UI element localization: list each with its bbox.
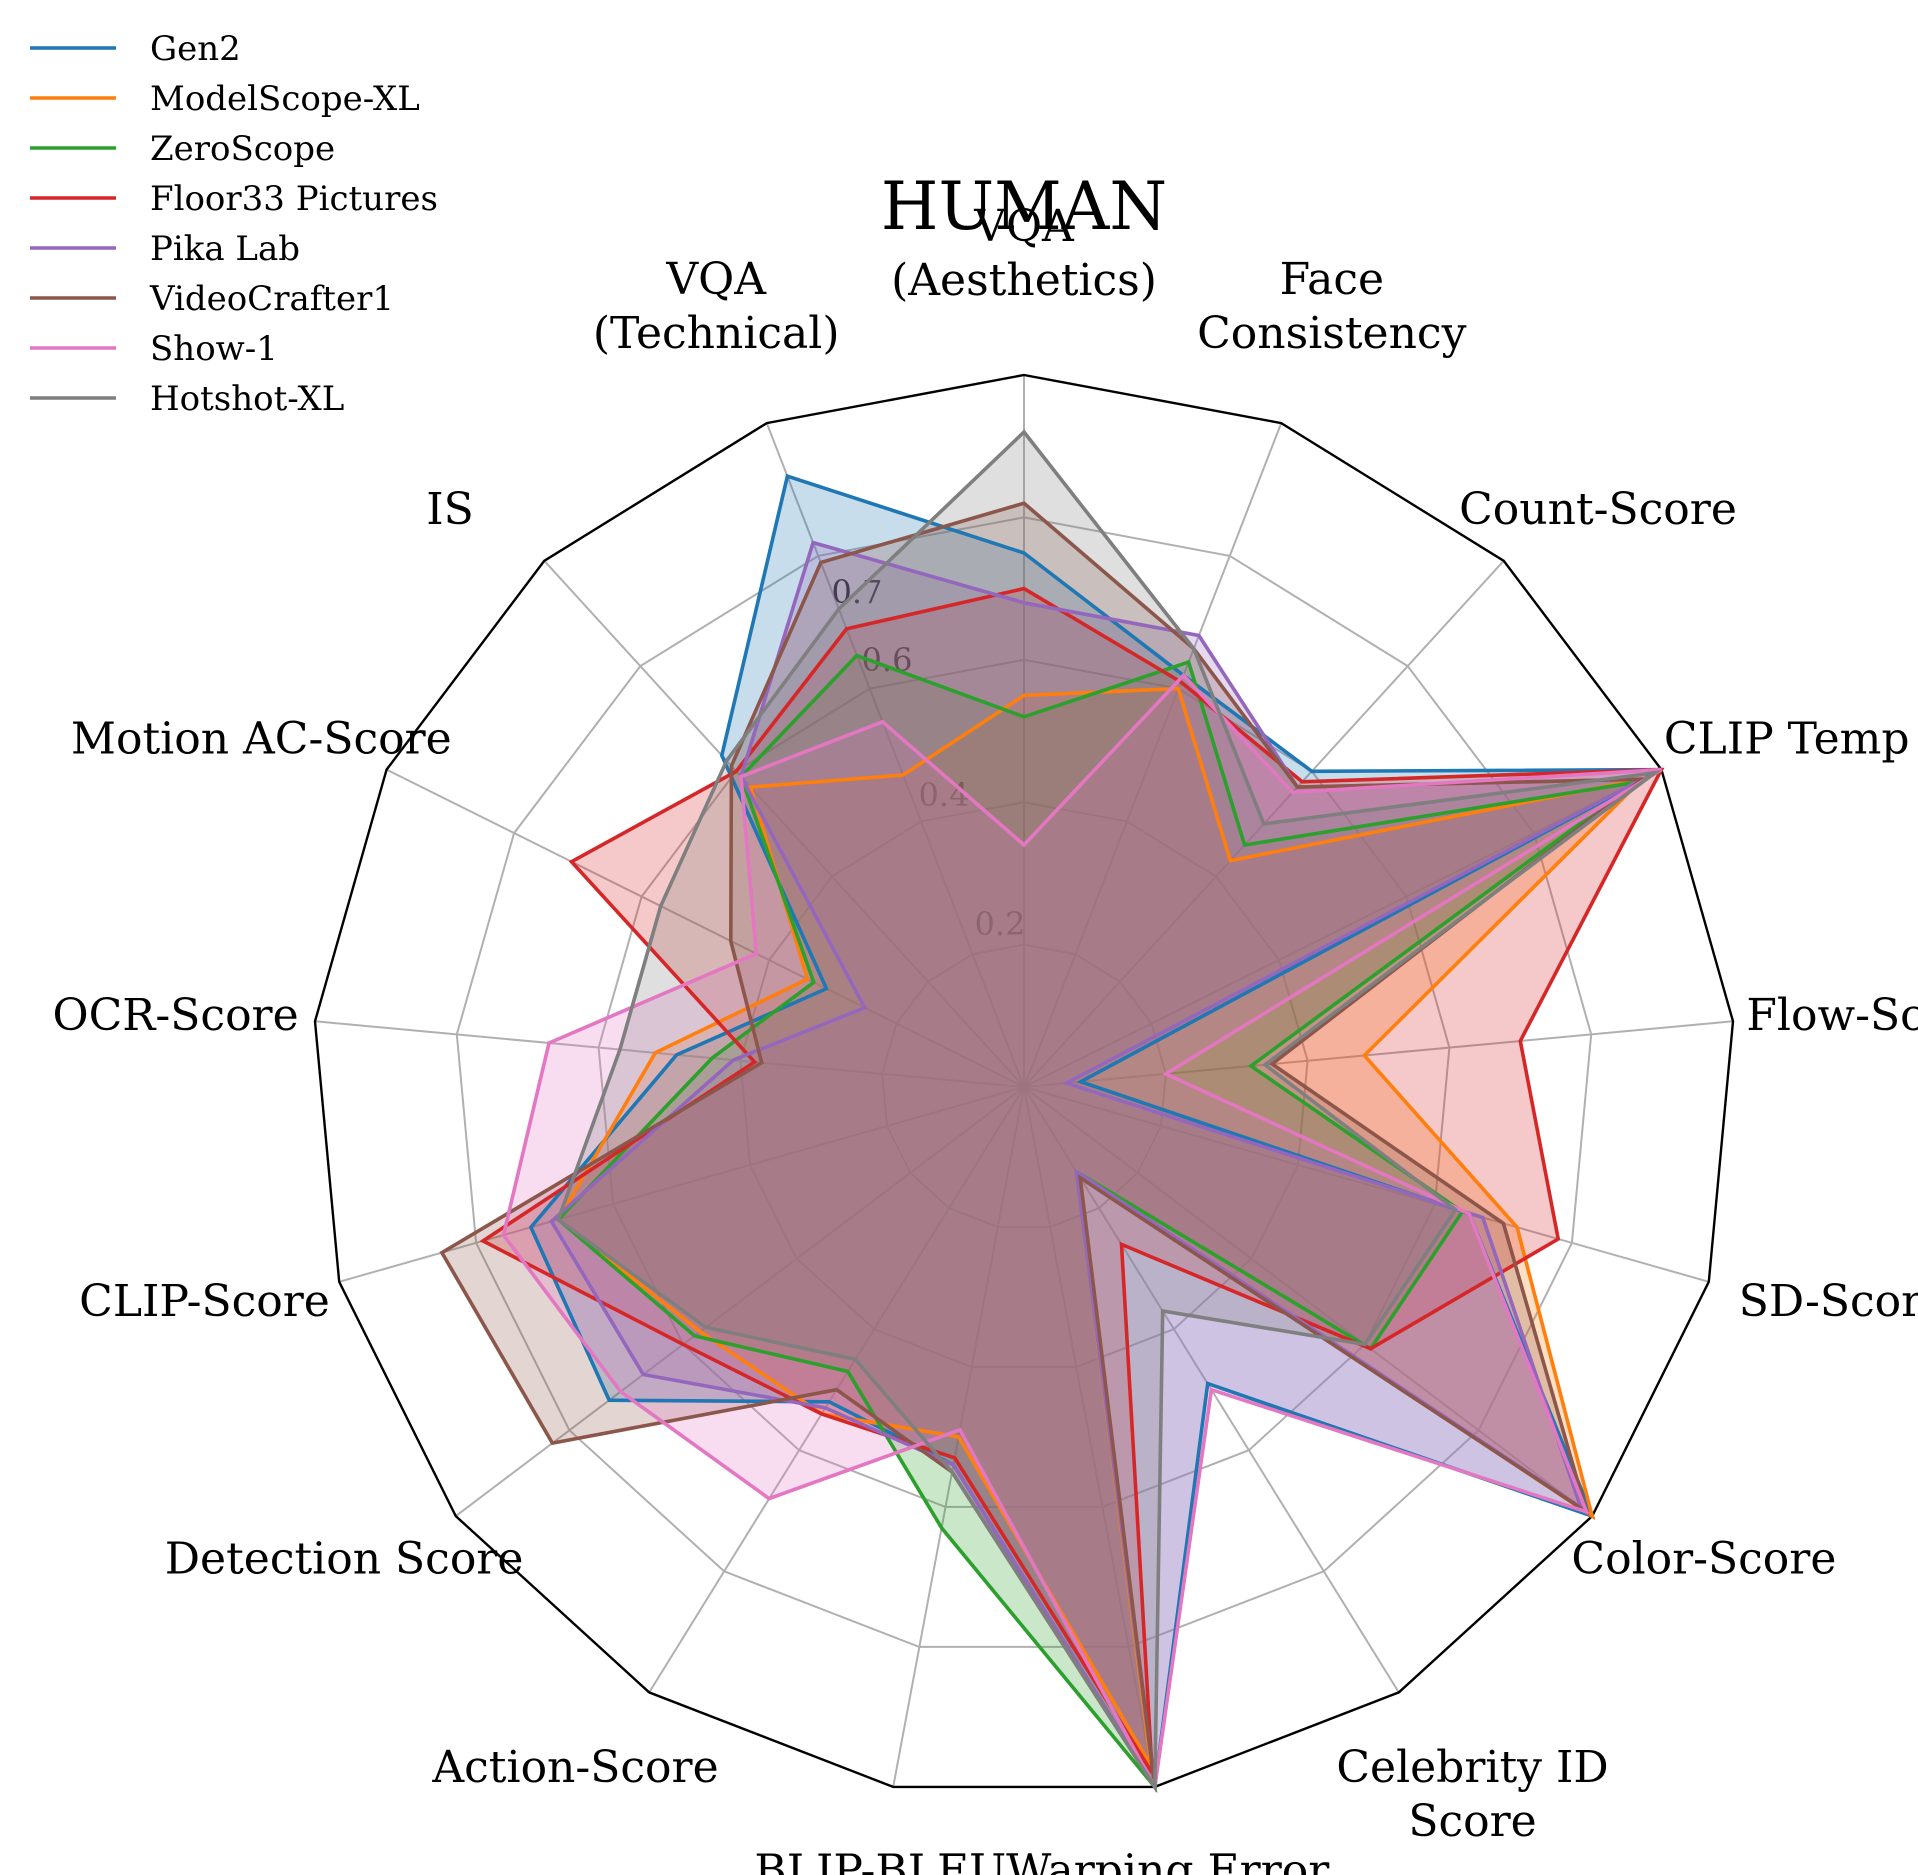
series-area [441, 503, 1643, 1787]
axis-label-line: CLIP-Score [79, 1276, 330, 1327]
axis-label: Motion AC-Score [71, 713, 452, 764]
axis-labels: VQA (Aesthetics) Face ConsistencyCount-Scor… [53, 201, 1918, 1875]
axis-label-line: Motion AC-Score [71, 713, 452, 764]
axis-label-line: (Aesthetics) [891, 255, 1157, 306]
series-area [551, 542, 1643, 1787]
grid-spoke [1023, 768, 1662, 1088]
axis-label-line: (Technical) [593, 308, 840, 359]
legend: Gen2 ModelScope-XL ZeroScope Floor33 Pictur… [30, 29, 438, 419]
axis-label: BLIP-BLEU [754, 1846, 1006, 1875]
radial-tick-label: 0.2 [975, 905, 1026, 943]
axis-label: Action-Score [431, 1742, 718, 1793]
legend-label: VideoCrafter1 [149, 279, 394, 319]
axis-label-line: Consistency [1197, 308, 1466, 359]
axis-label-line: VQA [665, 254, 767, 305]
axis-label: Face Consistency [1197, 254, 1466, 359]
axis-label-line: IS [426, 484, 474, 535]
grid-spoke [386, 768, 1025, 1088]
axis-label-line: Score [1408, 1796, 1536, 1847]
axis-label: OCR-Score [53, 990, 299, 1041]
grid-spoke [1023, 422, 1283, 1088]
axis-label: Color-Score [1571, 1533, 1836, 1584]
legend-label: Hotshot-XL [150, 379, 344, 419]
axis-label: IS [426, 484, 474, 535]
axis-label-line: Face [1280, 254, 1384, 305]
radar-series [439, 429, 1665, 1793]
series-area [558, 432, 1655, 1787]
axis-label-line: Color-Score [1571, 1533, 1836, 1584]
axis-label-line: BLIP-BLEU [754, 1846, 1006, 1875]
series-area [530, 476, 1662, 1787]
axis-label: Detection Score [165, 1533, 524, 1584]
grid-spoke [1023, 1086, 1593, 1517]
grid-spoke [1023, 1086, 1710, 1283]
legend-label: Show-1 [150, 329, 278, 369]
grid-ring [739, 801, 1309, 1368]
axis-label-line: Count-Score [1459, 484, 1737, 535]
axis-label: CLIP-Score [79, 1276, 330, 1327]
grid-spoke [338, 1086, 1025, 1283]
series-line [501, 672, 1663, 1793]
axis-label-line: Detection Score [165, 1533, 524, 1584]
axis-label: VQA (Technical) [593, 254, 840, 359]
legend-label: ModelScope-XL [150, 79, 420, 119]
axis-label: VQA (Aesthetics) [891, 201, 1157, 306]
grid-ring [881, 943, 1167, 1228]
radial-tick-label: 0.4 [919, 776, 970, 814]
grid-spoke [1023, 1086, 1156, 1788]
axis-label-line: OCR-Score [53, 990, 299, 1041]
legend-label: Pika Lab [150, 229, 300, 269]
series-area [558, 688, 1643, 1766]
axis-label-line: Warping Error [1006, 1846, 1330, 1875]
axis-label-line: Celebrity ID [1336, 1742, 1608, 1793]
series-line [556, 429, 1662, 1793]
axis-label-line: VQA [973, 201, 1075, 252]
axis-label: Flow-Score [1746, 990, 1918, 1041]
legend-label: ZeroScope [150, 129, 335, 169]
axis-label: Celebrity ID Score [1336, 1742, 1608, 1847]
axis-label: CLIP Temp [1664, 713, 1910, 764]
axis-label: SD-Score [1739, 1276, 1918, 1327]
outer-frame [313, 373, 1735, 1789]
axis-label-line: Action-Score [431, 1742, 718, 1793]
grid-ring [597, 658, 1451, 1508]
grid-spoke [455, 1086, 1025, 1517]
axis-label-line: CLIP Temp [1664, 713, 1910, 764]
grid-spoke [1023, 1020, 1734, 1088]
legend-label: Floor33 Pictures [150, 179, 438, 219]
legend-label: Gen2 [150, 29, 241, 69]
grid-spoke [314, 1020, 1025, 1088]
axis-label-line: Flow-Score [1746, 990, 1918, 1041]
axis-label: Warping Error [1006, 1846, 1330, 1875]
grid-spoke [765, 422, 1025, 1088]
axis-label: Count-Score [1459, 484, 1737, 535]
chart-title: HUMAN [881, 168, 1167, 245]
grid-spoke [543, 560, 1025, 1088]
axis-label-line: SD-Score [1739, 1276, 1918, 1327]
series-line [555, 653, 1637, 1793]
